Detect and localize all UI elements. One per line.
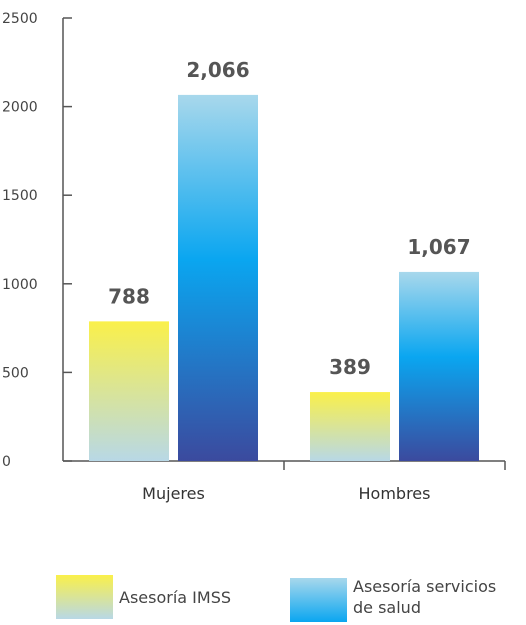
legend-item-salud: Asesoría servicios de salud [290,575,496,625]
bar [89,321,169,461]
data-label: 788 [108,284,150,308]
bar [310,392,390,461]
y-tick-label: 1500 [2,188,38,204]
data-label: 1,067 [407,235,470,259]
y-tick-label: 500 [2,365,29,381]
data-label: 2,066 [186,58,249,82]
legend-label-salud-line2: de salud [353,598,421,617]
bars [89,94,479,462]
legend-label-imss-line1: Asesoría IMSS [119,587,231,607]
legend-label-salud: Asesoría servicios de salud [353,576,496,618]
legend-item-imss: Asesoría IMSS [56,572,231,622]
y-tick-label: 1000 [2,277,38,293]
bar [399,271,479,461]
legend-label-imss: Asesoría IMSS [119,587,231,608]
y-tick-label: 0 [2,454,11,470]
labels: Mujeres 788 2,066 Hombres 389 1,067 [108,58,471,503]
y-tick-label: 2500 [2,11,38,27]
x-tick-label: Hombres [359,484,431,503]
legend-label-salud-line1: Asesoría servicios [353,577,497,596]
y-tick-label: 2000 [2,100,38,116]
bar [178,94,258,462]
legend-swatch-salud [290,578,347,622]
legend-swatch-imss [56,575,113,619]
data-label: 389 [329,355,371,379]
bar-chart: 0 500 1000 1500 2000 2500 Mujeres 788 2,066 Homb… [2,11,506,503]
x-tick-label: Mujeres [142,484,205,503]
